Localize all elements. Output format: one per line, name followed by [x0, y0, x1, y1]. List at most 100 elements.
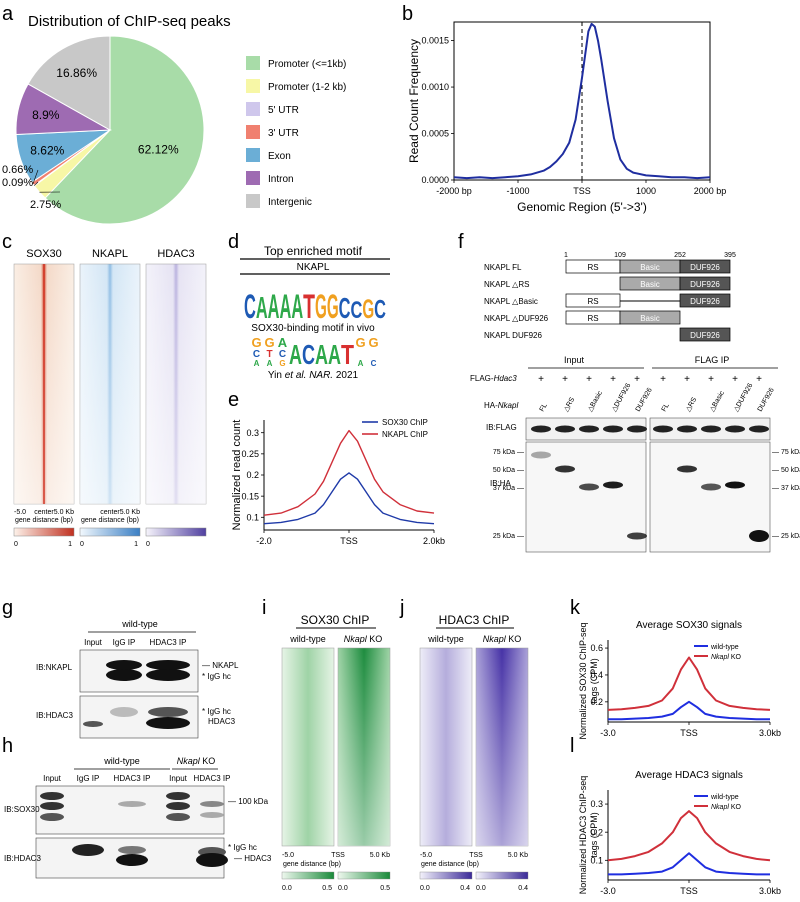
colorbar-sox30	[13, 527, 75, 537]
construct-name: NKAPL FL	[484, 263, 522, 272]
plus-sign: +	[756, 374, 762, 385]
construct-domain-label: RS	[587, 263, 598, 272]
panel-label-g: g	[2, 597, 13, 619]
y-tick-label: 0.25	[241, 449, 259, 459]
y-tick-label: 0.0000	[421, 175, 449, 185]
x-tick-label: 1000	[636, 186, 656, 196]
x-tick-label: TSS	[680, 728, 698, 738]
pie-slice-label: 8.9%	[32, 108, 60, 122]
blot-h-band	[200, 801, 224, 807]
y-axis-label: Normalized HDAC3 ChIP-seq	[578, 776, 588, 895]
motif-letter: C	[302, 339, 315, 370]
band-ha	[603, 481, 623, 489]
y-tick-label: 0.15	[241, 491, 259, 501]
band-flag	[603, 425, 623, 433]
blot-h-group-wt: wild-type	[103, 756, 140, 766]
legend-label-italic: Nkapl	[711, 654, 729, 661]
f-markers-right: — 75 kDa — 50 kDa — 37 kDa — 25 kDa	[772, 449, 800, 540]
y-tick-label: 0.1	[246, 512, 259, 522]
legend-label-italic: Nkapl	[711, 804, 729, 811]
pos-395: 395	[724, 252, 736, 259]
pie-slice-label: 62.12%	[138, 142, 179, 156]
motif-letter: A	[358, 359, 364, 368]
f-bands	[531, 425, 769, 542]
x-tick-label: TSS	[573, 186, 591, 196]
plus-sign: +	[586, 374, 592, 385]
blot-g-band	[106, 669, 142, 681]
heatmap-i-wt: wild-type	[289, 634, 326, 644]
heatmap-c-title-nkapl: NKAPL	[92, 248, 128, 260]
blot-g-hdac3	[79, 695, 199, 739]
panel-label-a: a	[2, 3, 14, 25]
series-line	[453, 22, 711, 180]
blot-h-band	[166, 802, 190, 810]
blot-g-r1b: * IgG hc	[202, 672, 231, 681]
legend-swatch	[246, 148, 260, 162]
band-ha	[579, 483, 599, 491]
blot-h-lane-2: IgG IP	[77, 774, 100, 783]
marker-label: — 37 kDa	[772, 485, 800, 492]
lane-label: FL	[661, 402, 671, 413]
heatmap-i-ko-fade	[338, 648, 390, 846]
y-tick-label: 0.0010	[421, 82, 449, 92]
band-flag	[677, 425, 697, 433]
blot-g-lane-hdac3: HDAC3 IP	[150, 638, 187, 647]
blot-h-band	[40, 802, 64, 810]
heatmap-c-xlabel-2: gene distance (bp)	[81, 517, 139, 524]
marker-label: 75 kDa —	[493, 449, 524, 456]
blot-h-band	[40, 813, 64, 821]
band-flag	[701, 425, 721, 433]
x-tick-label: -3.0	[600, 728, 616, 738]
x-tick-label: 2.0kb	[423, 536, 445, 546]
marker-label: — 50 kDa	[772, 467, 800, 474]
legend-swatch	[246, 194, 260, 208]
lane-label: △Basic	[587, 390, 605, 413]
motif-letter: C	[279, 349, 286, 360]
lane-label: △RS	[685, 396, 699, 413]
plus-sign: +	[708, 374, 714, 385]
heatmap-j: HDAC3 ChIP wild-type Nkapl KO -5.0 TSS 5…	[419, 613, 529, 892]
pos-252: 252	[674, 252, 686, 259]
construct-domain-label: DUF926	[690, 263, 720, 272]
heatmap-i-title: SOX30 ChIP	[301, 613, 370, 627]
heatmap-j-tick-2: TSS	[469, 852, 483, 859]
pie-slice-label: 2.75%	[30, 199, 61, 211]
read-count-plot: -2000 bp -1000 TSS 1000 2000 bp 0.0000 0.0005 0…	[407, 21, 726, 214]
plot-title: Average SOX30 signals	[636, 620, 742, 631]
marker-label: 25 kDa —	[493, 533, 524, 540]
blot-h-band	[166, 813, 190, 821]
ib-flag-label: IB:FLAG	[486, 423, 517, 432]
blot-f-input-ha	[525, 441, 647, 553]
panel-label-b: b	[402, 3, 413, 25]
motif-letter: A	[254, 359, 260, 368]
blot-g-lane-input: Input	[84, 638, 103, 647]
blot-g-group: wild-type	[121, 619, 158, 629]
y-axis-label-2: tags (CPM)	[589, 658, 599, 704]
blot-g-band	[146, 660, 190, 670]
motif-title: Top enriched motif	[264, 244, 363, 258]
x-tick-label: -3.0	[600, 886, 616, 896]
band-flag	[555, 425, 575, 433]
heatmap-i-wt-col	[281, 647, 335, 847]
normalized-read-plot: -2.0 TSS 2.0kb 0.1 0.15 0.2 0.25 0.3Normalized …	[231, 418, 445, 546]
f-markers-left: 75 kDa — 50 kDa — 37 kDa — 25 kDa —	[493, 449, 524, 540]
y-tick-label: 0.6	[590, 643, 603, 653]
blot-h-lane-1: Input	[43, 774, 62, 783]
series-line	[608, 852, 770, 876]
heatmap-j-colorbar-2	[475, 871, 529, 880]
legend-swatch	[246, 102, 260, 116]
heatmap-j-colorbar-1	[419, 871, 473, 880]
legend-label-suffix: KO	[729, 804, 742, 811]
heatmap-c-tick-right: 5.0 Kb	[54, 509, 74, 516]
panel-label-i: i	[262, 597, 266, 619]
pos-1: 1	[564, 252, 568, 259]
legend-label: wild-type	[710, 794, 739, 801]
pie-slice	[44, 35, 205, 225]
motif-letter: A	[328, 339, 341, 370]
heatmap-j-wt: wild-type	[427, 634, 464, 644]
blot-g-band	[83, 721, 103, 727]
blot-h-band	[200, 812, 224, 818]
motif-letter: C	[339, 291, 351, 324]
panel-label-e: e	[228, 389, 239, 411]
motif-citation: Yin et al. NAR. 2021	[268, 370, 359, 381]
